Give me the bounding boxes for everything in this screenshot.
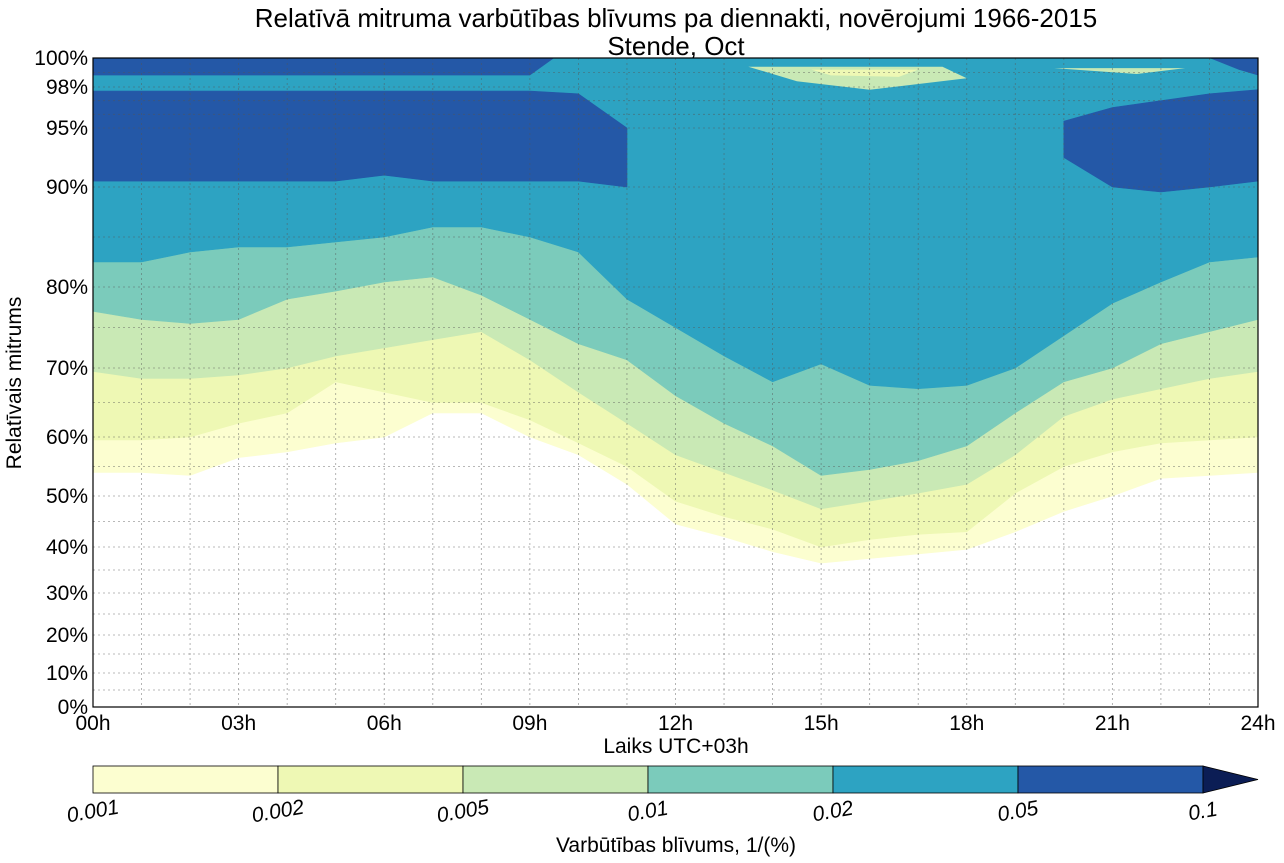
band-0.05-right <box>1063 89 1258 193</box>
band-0.05-top-strip-right <box>1209 58 1258 76</box>
band-0.002-top-patch <box>811 69 919 77</box>
y-axis-ticks: 0% 10% 20% 30% 40% 50% 60% 70% 80% 90% 95% 98% 100% <box>34 47 88 719</box>
colorbar-segment <box>832 765 1019 794</box>
x-axis-ticks: 00h 03h 06h 09h 12h 15h 18h 21h 24h <box>75 712 1275 735</box>
band-0.005-top-patch <box>748 66 967 90</box>
x-tick-label: 03h <box>221 712 256 735</box>
x-tick-label: 00h <box>75 712 110 735</box>
y-tick-label: 40% <box>46 536 88 559</box>
band-0.005-top-patch-right <box>1054 68 1186 74</box>
y-tick-label: 98% <box>46 76 88 99</box>
x-tick-label: 15h <box>804 712 839 735</box>
y-tick-label: 100% <box>34 47 88 70</box>
x-axis-label: Laiks UTC+03h <box>603 735 748 758</box>
grid-lines <box>93 58 1258 707</box>
x-tick-label: 12h <box>658 712 693 735</box>
band-0.05-left <box>93 90 628 188</box>
colorbar-tick-label: 0.02 <box>811 797 856 827</box>
colorbar-segment <box>1017 765 1204 794</box>
plot-frame <box>92 57 1259 708</box>
y-tick-label: 70% <box>46 357 88 380</box>
y-tick-label: 10% <box>46 662 88 685</box>
colorbar-tick-label: 0.005 <box>435 796 491 828</box>
colorbar-segment <box>277 765 464 794</box>
y-tick-label: 90% <box>46 176 88 199</box>
y-axis-label: Relatīvais mitrums <box>3 297 26 470</box>
colorbar-tick-label: 0.01 <box>626 797 670 827</box>
colorbar-tick-label: 0.001 <box>65 796 121 828</box>
colorbar-label: Varbūtības blīvums, 1/(%) <box>556 834 796 857</box>
y-tick-label: 0% <box>58 696 88 719</box>
colorbar-segment <box>647 765 834 794</box>
colorbar-tick-label: 0.05 <box>996 797 1041 827</box>
band-0.05-top-strip <box>93 58 555 76</box>
colorbar-tick-label: 0.002 <box>250 796 306 828</box>
colorbar-segment <box>462 765 649 794</box>
y-tick-label: 80% <box>46 276 88 299</box>
x-tick-label: 24h <box>1240 712 1275 735</box>
chart-title: Relatīvā mitruma varbūtības blīvums pa d… <box>255 3 1098 33</box>
y-tick-label: 50% <box>46 485 88 508</box>
x-tick-label: 09h <box>512 712 547 735</box>
y-tick-label: 20% <box>46 624 88 647</box>
y-tick-label: 30% <box>46 582 88 605</box>
y-tick-label: 95% <box>46 117 88 140</box>
x-tick-label: 21h <box>1095 712 1130 735</box>
x-tick-label: 06h <box>367 712 402 735</box>
colorbar-extend-arrow <box>1202 765 1259 794</box>
x-tick-label: 18h <box>949 712 984 735</box>
colorbar-segment <box>92 765 279 794</box>
y-tick-label: 60% <box>46 426 88 449</box>
chart-subtitle: Stende, Oct <box>607 31 745 61</box>
colorbar: 0.001 0.002 0.005 0.01 0.02 0.05 0.1 <box>65 765 1259 828</box>
colorbar-tick-label: 0.1 <box>1187 798 1220 826</box>
